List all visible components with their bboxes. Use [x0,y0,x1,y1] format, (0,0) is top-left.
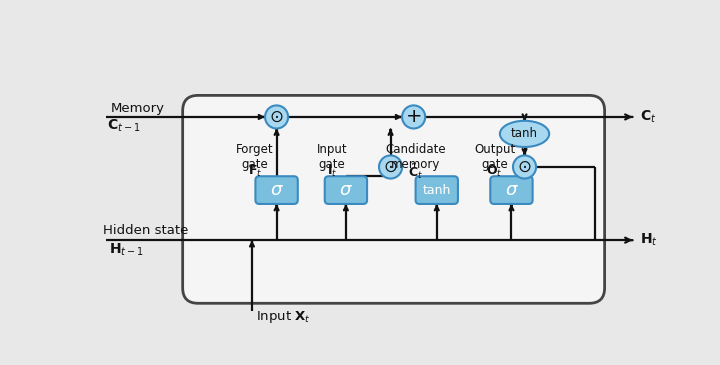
FancyBboxPatch shape [256,176,298,204]
Text: $\odot$: $\odot$ [383,158,397,176]
Circle shape [402,105,426,128]
FancyBboxPatch shape [490,176,533,204]
Text: tanh: tanh [423,184,451,197]
Text: Memory: Memory [111,102,165,115]
Text: Input $\mathbf{X}_t$: Input $\mathbf{X}_t$ [256,309,310,325]
FancyBboxPatch shape [325,176,367,204]
Text: Output
gate: Output gate [474,143,515,171]
Text: tanh: tanh [511,127,538,141]
Ellipse shape [500,121,549,147]
Text: $\mathbf{F}_t$: $\mathbf{F}_t$ [248,164,262,179]
FancyBboxPatch shape [415,176,458,204]
Text: $\tilde{\mathbf{C}}_t$: $\tilde{\mathbf{C}}_t$ [408,162,423,181]
FancyBboxPatch shape [183,95,605,303]
Text: Input
gate: Input gate [317,143,347,171]
Text: Hidden state: Hidden state [104,224,189,237]
Text: $\odot$: $\odot$ [517,158,532,176]
Text: $\mathbf{C}_t$: $\mathbf{C}_t$ [640,109,657,125]
Text: $\sigma$: $\sigma$ [505,181,518,199]
Text: $\mathbf{C}_{t-1}$: $\mathbf{C}_{t-1}$ [107,118,140,134]
Text: Candidate
memory: Candidate memory [385,143,446,171]
Circle shape [379,155,402,178]
Circle shape [265,105,288,128]
Text: $\mathbf{I}_t$: $\mathbf{I}_t$ [327,164,337,179]
Text: $+$: $+$ [405,107,422,126]
Text: $\odot$: $\odot$ [269,108,284,126]
Text: $\mathbf{H}_{t-1}$: $\mathbf{H}_{t-1}$ [109,241,143,258]
Text: $\sigma$: $\sigma$ [270,181,284,199]
Text: Forget
gate: Forget gate [236,143,274,171]
Text: $\mathbf{O}_t$: $\mathbf{O}_t$ [486,164,503,179]
Circle shape [513,155,536,178]
Text: $\sigma$: $\sigma$ [339,181,353,199]
Text: $\mathbf{H}_t$: $\mathbf{H}_t$ [640,232,658,248]
